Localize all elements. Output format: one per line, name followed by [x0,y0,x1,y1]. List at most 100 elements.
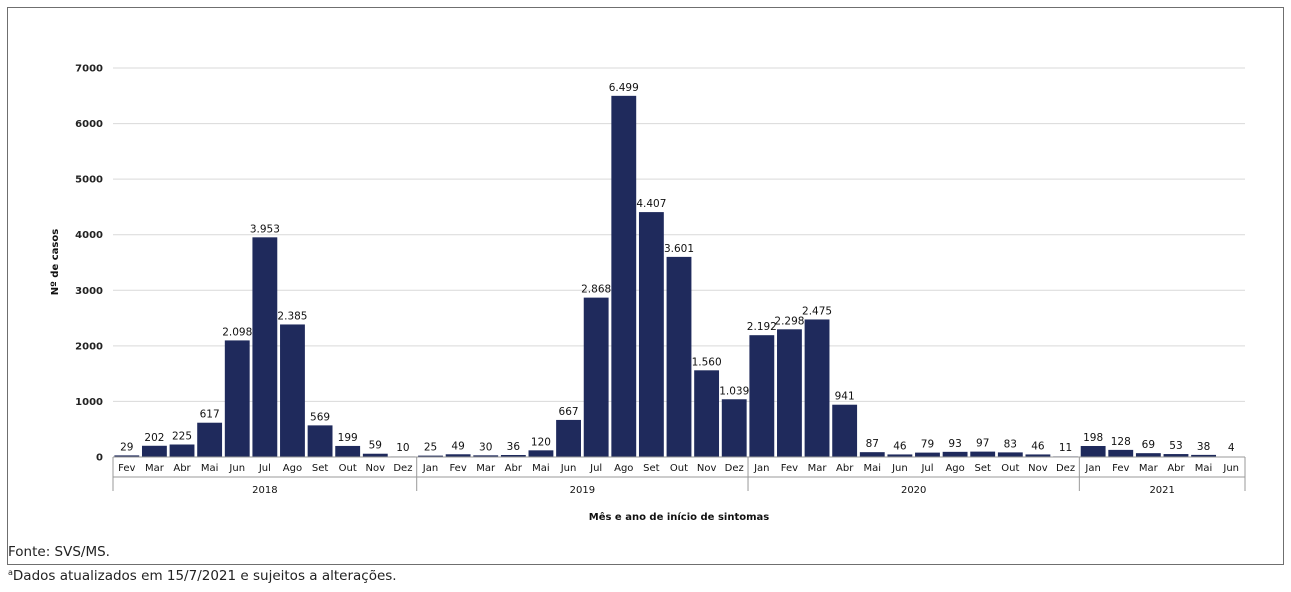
bar [362,453,388,457]
y-tick-label: 0 [96,453,103,464]
x-tick-label: Set [974,463,991,474]
bar [638,212,664,457]
data-label: 569 [310,411,330,423]
y-tick-label: 3000 [75,286,103,297]
data-label: 36 [507,441,521,453]
x-tick-label: Jun [1222,463,1239,474]
bar [1108,449,1134,457]
data-label: 59 [369,440,382,452]
x-tick-label: Out [339,463,357,474]
bar [970,451,996,457]
data-label: 2.385 [277,310,307,322]
data-label: 10 [396,442,409,454]
data-label: 93 [948,438,961,450]
data-label: 29 [120,441,133,453]
bar [307,425,333,457]
x-tick-label: Mar [476,463,496,474]
x-axis-label: Mês e ano de início de sintomas [589,511,769,523]
x-tick-label: Mai [1195,463,1213,474]
bar [749,335,775,457]
year-label: 2021 [1149,485,1174,496]
bar [666,256,692,457]
x-tick-label: Dez [1056,463,1075,474]
year-label: 2020 [901,485,926,496]
data-label: 120 [531,436,551,448]
bar [224,340,250,457]
bar [942,451,968,457]
x-tick-label: Fev [449,463,466,474]
x-tick-label: Abr [836,463,854,474]
data-label: 4 [1228,442,1235,454]
data-label: 202 [144,432,164,444]
bar [1135,453,1161,457]
bar [500,454,526,457]
x-tick-label: Jan [422,463,438,474]
bar [1025,454,1051,457]
footnote: aDados atualizados em 15/7/2021 e sujeit… [8,568,397,584]
bar [611,95,637,458]
x-tick-label: Mai [863,463,881,474]
x-axis: Fev Mar Abr Mai Jun Jul Ago Set Out Nov Dez 2018 Jan… [112,456,1246,496]
x-tick-label: Set [643,463,660,474]
y-tick-label: 5000 [75,175,103,186]
bar [197,422,223,457]
figure-frame [7,7,1284,565]
data-label: 941 [835,391,855,403]
data-label: 38 [1197,441,1210,453]
bar [418,455,443,457]
x-tick-label: Set [312,463,329,474]
x-tick-label: Nov [1028,463,1048,474]
year-label: 2019 [570,485,595,496]
x-tick-label: Jun [228,463,245,474]
x-tick-label: Out [1001,463,1019,474]
bar [777,329,802,457]
data-label: 2.298 [774,315,804,327]
x-tick-label: Fev [781,463,798,474]
data-label: 3.953 [250,223,280,235]
x-tick-label: Ago [945,463,964,474]
data-label: 2.475 [802,305,832,317]
bar [887,454,913,457]
data-label: 2.098 [222,326,252,338]
x-tick-label: Out [670,463,688,474]
x-tick-label: Mar [1139,463,1159,474]
x-tick-label: Mai [201,463,219,474]
y-tick-label: 7000 [75,64,103,75]
bar [583,297,609,457]
data-label: 1.560 [692,356,722,368]
data-label: 30 [479,441,492,453]
x-tick-label: Dez [725,463,744,474]
data-label: 79 [921,439,934,451]
data-label: 4.407 [636,198,666,210]
bar [915,452,940,457]
data-label: 83 [1004,438,1017,450]
data-label: 87 [866,438,879,450]
x-tick-label: Mar [808,463,828,474]
x-tick-label: Nov [697,463,717,474]
bar [1080,445,1106,457]
data-label: 46 [1031,440,1045,452]
x-tick-label: Jul [920,463,933,474]
source-note: Fonte: SVS/MS. [8,544,110,560]
x-tick-label: Abr [173,463,191,474]
x-tick-label: Jun [560,463,577,474]
data-label: 11 [1059,442,1072,454]
cases-bar-chart: 0 1000 2000 3000 4000 5000 6000 7000 29 202 225 61… [50,64,1246,523]
x-tick-label: Jan [753,463,769,474]
y-tick-label: 2000 [75,341,103,352]
data-label: 667 [559,406,579,418]
data-label: 25 [424,442,437,454]
x-tick-label: Jul [258,463,271,474]
data-label: 225 [172,430,192,442]
data-label: 3.601 [664,243,694,255]
data-label: 46 [893,440,907,452]
bar [1163,454,1189,457]
data-label: 69 [1142,439,1155,451]
x-tick-label: Jun [891,463,908,474]
y-tick-label: 6000 [75,119,103,130]
x-tick-label: Jul [589,463,602,474]
x-tick-label: Mar [145,463,165,474]
x-tick-label: Abr [1167,463,1185,474]
x-tick-label: Fev [1112,463,1129,474]
